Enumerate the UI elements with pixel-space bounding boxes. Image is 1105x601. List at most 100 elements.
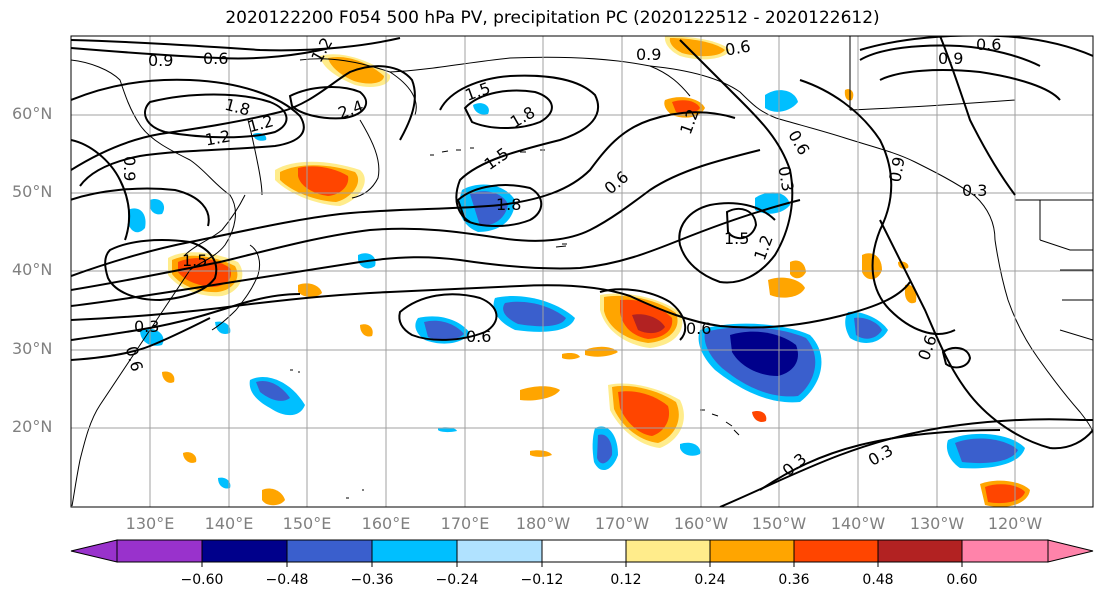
precip-positive-small-2 [562,353,580,360]
pv-contour-east-2 [939,36,1016,196]
pv-contour-0.6-north [71,37,401,52]
precip-positive-small-1 [585,346,618,357]
contour-label: 0.6 [724,36,752,59]
contour-label: 0.3 [134,317,159,336]
longitude-label: 140°E [204,514,254,533]
longitude-label: 180°W [515,514,571,533]
longitude-label: 150°W [751,514,807,533]
latitude-label: 60°N [12,104,53,123]
coast-siberia-north [389,56,691,97]
precip-positive-mid [520,386,560,401]
pv-contour-0.3-south [759,429,1001,491]
contour-label: 0.9 [120,156,139,181]
pv-contour-subtropic-1 [398,293,498,341]
colorbar-tick-label: 0.60 [946,572,978,588]
latitude-label: 20°N [12,417,53,436]
colorbar-segment [793,539,879,563]
longitude-label: 170°W [594,514,650,533]
coast-korea-japan [184,194,261,331]
pv-contour-0.9-north [71,47,331,60]
contour-label: 0.6 [976,35,1001,54]
precip-positive-east-2 [790,260,806,279]
colorbar-tick-label: −0.12 [520,572,564,588]
map-frame-border [70,35,1094,508]
precip-negative-west-3 [149,199,165,215]
colorbar-segment [116,539,203,563]
colorbar-tick-label: 0.12 [610,572,642,588]
coast-us-states [1039,200,1093,341]
precip-negative-west-2 [128,208,146,233]
precip-negative-small-1 [680,442,701,456]
pv-contour-0.6-japan [71,317,211,361]
precip-positive-east-1 [768,277,805,298]
precip-negative-gulf-alaska-2 [765,90,798,112]
colorbar [70,539,1094,567]
pv-contour-1.2-ring [71,78,305,187]
latitude-label: 40°N [12,260,53,279]
longitude-label: 130°E [125,514,175,533]
colorbar-segment [286,539,373,563]
pv-contour-ring-canada [879,69,1061,101]
longitude-label: 120°W [987,514,1043,533]
precip-positive-west-2 [262,488,285,506]
coast-alaska [649,65,996,241]
colorbar-segment [456,539,543,563]
precip-negative-west-5 [218,477,231,489]
pv-contour-east-1 [799,79,956,335]
colorbar-segment [877,539,963,563]
colorbar-segment [371,539,458,563]
contour-label: 0.9 [148,51,173,70]
map-title: 2020122200 F054 500 hPa PV, precipitatio… [225,8,880,28]
colorbar-segment [961,539,1049,563]
colorbar-tick-label: 0.36 [778,572,810,588]
pv-contour-2.4-ring [288,86,368,120]
pv-contour-loop-central [599,288,687,341]
pv-contours [71,36,1093,507]
coast-asia [71,59,236,507]
contour-label: 0.6 [686,319,711,338]
pv-contour-0.6-long [71,281,911,329]
longitude-label: 150°E [282,514,332,533]
precip-positive-west-4 [183,452,197,463]
precip-positive-west-5 [360,324,373,337]
contour-label: 1.5 [724,229,749,248]
pv-contour-southwest [104,239,218,302]
contour-label: 1.5 [182,251,207,270]
longitude-label: 160°W [673,514,729,533]
pv-contour-1.8-center [456,184,543,227]
colorbar-segment [201,539,288,563]
contour-label: 1.8 [496,195,521,214]
pv-contour-gulf-alaska [678,39,794,284]
colorbar-tick-label: 0.24 [694,572,726,588]
colorbar-tick-label: −0.24 [435,572,479,588]
precip-positive-east-6 [752,411,767,422]
contour-label: 0.9 [938,49,963,68]
coast-pacific-islands [290,369,364,499]
pv-contour-0.3-japan [71,293,301,341]
contour-label: 0.3 [962,181,987,200]
contour-label: 0.6 [466,327,491,346]
latitude-label: 30°N [12,339,53,358]
pv-contour-inner-sw [71,187,210,227]
pv-contour-north-pacific-1 [439,74,600,223]
precip-positive-west-3 [162,371,175,383]
pv-contour-east-pac-0.6 [879,219,1093,450]
precip-positive-west-1 [298,283,322,298]
pv-contour-0.9-canada [859,44,1041,67]
coast-hawaii-islands [700,409,740,436]
longitude-label: 160°E [361,514,411,533]
colorbar-tick-label: −0.48 [265,572,309,588]
precip-negative-west-4 [140,328,164,346]
precip-negative-small-3 [473,103,489,115]
colorbar-extend-min [70,539,118,563]
precip-negative-gulf-alaska-1 [755,192,790,214]
pv-contour-1.5-center [463,89,553,129]
colorbar-extend-max [1047,539,1094,563]
longitude-label: 130°W [909,514,965,533]
contour-label: 1.2 [204,126,232,149]
contour-label: 0.9 [636,45,661,64]
contour-label: 0.9 [885,155,908,183]
pv-contour-north-west-ring [71,139,131,241]
colorbar-tick-label: −0.60 [180,572,224,588]
